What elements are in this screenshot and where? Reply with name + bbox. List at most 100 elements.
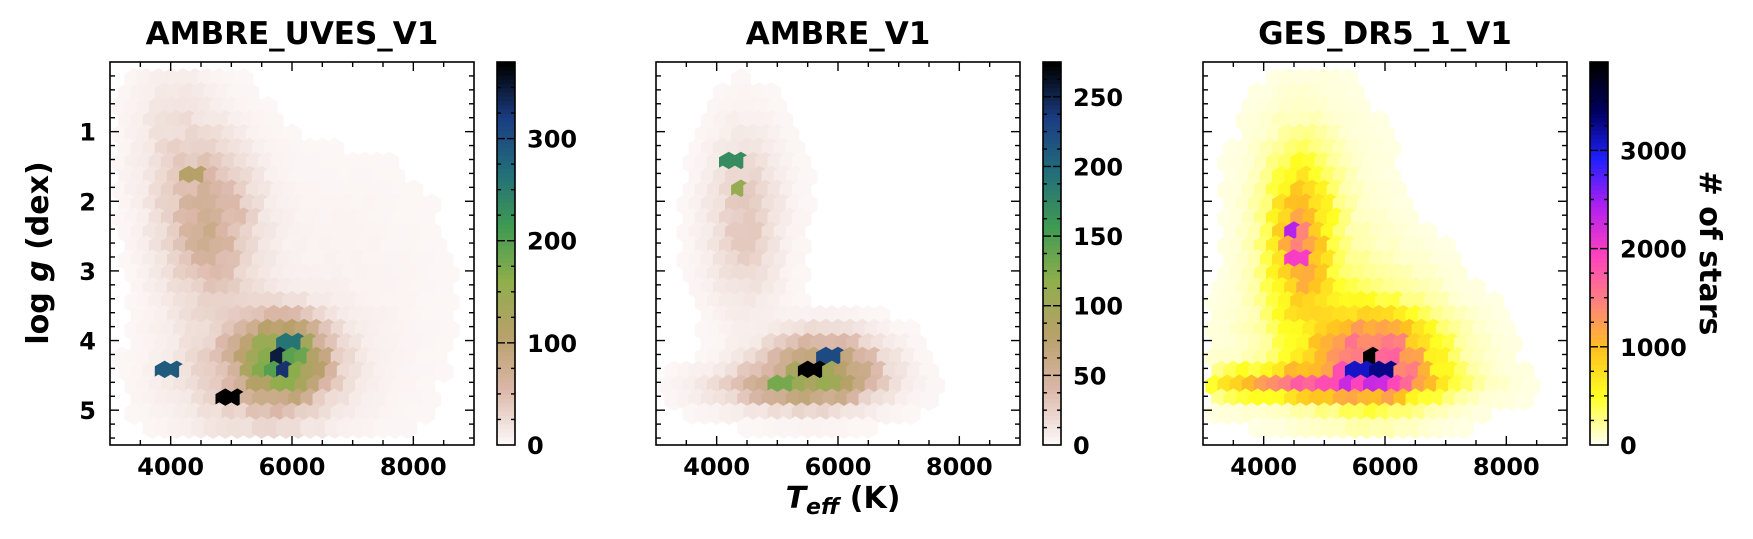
x-tick-label: 4000 bbox=[137, 453, 204, 481]
colorbar-segment bbox=[1043, 125, 1061, 131]
colorbar-segment bbox=[1590, 253, 1608, 259]
x-axis: 4000 6000 8000 bbox=[683, 62, 993, 481]
colorbar-segment bbox=[1043, 117, 1061, 123]
colorbar-tick-label: 0 bbox=[1620, 432, 1637, 460]
colorbar-segment bbox=[1590, 74, 1608, 80]
colorbar-segment bbox=[1590, 240, 1608, 246]
colorbar-segment bbox=[497, 436, 515, 442]
colorbar-segment bbox=[1043, 423, 1061, 429]
colorbar-segment bbox=[497, 155, 515, 161]
colorbar-segment bbox=[1043, 227, 1061, 233]
colorbar-tick-label: 0 bbox=[527, 432, 544, 460]
panel-ambre-v1: AMBRE_V1 4000 6000 8000 0 50 100 150 200 250 bbox=[655, 16, 1123, 481]
colorbar-segment bbox=[1043, 79, 1061, 84]
colorbar-segment bbox=[1043, 236, 1061, 242]
colorbar-segment bbox=[497, 185, 515, 191]
colorbar-segment bbox=[497, 287, 515, 293]
colorbar-segment bbox=[497, 147, 515, 152]
colorbar-segment bbox=[497, 223, 515, 229]
colorbar-segment bbox=[1043, 291, 1061, 297]
colorbar-segment bbox=[1043, 389, 1061, 395]
colorbar-segment bbox=[1043, 104, 1061, 110]
x-tick-label: 8000 bbox=[926, 453, 993, 481]
colorbar-segment bbox=[497, 304, 515, 310]
colorbar-segment bbox=[1590, 227, 1608, 233]
colorbar-segment bbox=[497, 253, 515, 259]
colorbar-segment bbox=[497, 164, 515, 169]
colorbar-segment bbox=[497, 104, 515, 110]
colorbar-segment bbox=[1590, 147, 1608, 152]
colorbar-segment bbox=[497, 79, 515, 84]
colorbar-segment bbox=[1590, 236, 1608, 242]
hexbin-cell bbox=[433, 360, 454, 384]
colorbar-segment bbox=[497, 91, 515, 97]
colorbar-segment bbox=[1590, 317, 1608, 323]
colorbar-segment bbox=[1590, 300, 1608, 306]
colorbar-segment bbox=[497, 96, 515, 101]
colorbar-segment bbox=[1590, 96, 1608, 101]
colorbar-segment bbox=[1043, 419, 1061, 425]
colorbar-segment bbox=[497, 347, 515, 352]
colorbar-segment bbox=[1043, 283, 1061, 289]
colorbar-segment bbox=[1590, 313, 1608, 318]
colorbar-segment bbox=[1043, 219, 1061, 225]
colorbar-segment bbox=[1590, 304, 1608, 310]
y-axis-label: log g (dex) bbox=[21, 161, 56, 344]
colorbar-segment bbox=[1590, 376, 1608, 382]
hexbin-cell bbox=[1514, 388, 1535, 411]
panel-ges-dr5-1-v1: GES_DR5_1_V1 4000 6000 8000 0 1000 2000 3000 bbox=[1202, 16, 1687, 481]
colorbar-segment bbox=[1043, 62, 1061, 67]
colorbar-segment bbox=[497, 364, 515, 369]
colorbar-segment bbox=[1043, 300, 1061, 306]
colorbar-segment bbox=[1590, 83, 1608, 89]
colorbar-segment bbox=[1043, 66, 1061, 72]
colorbar-segment bbox=[1043, 151, 1061, 157]
colorbar-segment bbox=[1043, 393, 1061, 399]
colorbar-tick-label: 300 bbox=[527, 126, 577, 154]
hexbin-cell bbox=[919, 388, 939, 411]
colorbar-segment bbox=[1590, 334, 1608, 340]
colorbar-segment bbox=[1590, 381, 1608, 387]
colorbar-segment bbox=[497, 334, 515, 340]
x-tick-label: 6000 bbox=[805, 453, 872, 481]
y-tick-label: 4 bbox=[79, 328, 96, 356]
colorbar-segment bbox=[1043, 172, 1061, 178]
colorbar-segment bbox=[1590, 440, 1608, 446]
colorbar-segment bbox=[1043, 440, 1061, 446]
colorbar-segment bbox=[1043, 215, 1061, 221]
colorbar-segment bbox=[1043, 176, 1061, 182]
colorbar-segment bbox=[1590, 406, 1608, 412]
colorbar-segment bbox=[1590, 398, 1608, 404]
colorbar-tick-label: 50 bbox=[1073, 362, 1106, 390]
colorbar-segment bbox=[1043, 296, 1061, 301]
colorbar-segment bbox=[1043, 87, 1061, 93]
colorbar-segment bbox=[1043, 279, 1061, 284]
colorbar-segment bbox=[1043, 313, 1061, 318]
colorbar-segment bbox=[1043, 70, 1061, 76]
colorbar: 0 100 200 300 bbox=[496, 61, 577, 460]
colorbar-segment bbox=[497, 151, 515, 157]
colorbar-segment bbox=[497, 62, 515, 67]
colorbar-segment bbox=[1590, 202, 1608, 208]
colorbar-segment bbox=[1590, 172, 1608, 178]
colorbar-segment bbox=[1590, 355, 1608, 361]
colorbar-label: # of stars bbox=[1692, 171, 1727, 336]
colorbar-segment bbox=[1590, 266, 1608, 272]
hexbin-layer bbox=[658, 68, 945, 439]
colorbar-segment bbox=[1043, 372, 1061, 378]
y-axis bbox=[656, 75, 1020, 439]
colorbar-segment bbox=[497, 176, 515, 182]
colorbar-segment bbox=[1590, 155, 1608, 161]
colorbar-segment bbox=[497, 66, 515, 72]
colorbar-segment bbox=[1590, 342, 1608, 348]
colorbar-segment bbox=[497, 381, 515, 387]
colorbar-segment bbox=[497, 393, 515, 399]
colorbar-segment bbox=[1043, 304, 1061, 310]
x-axis: 4000 6000 8000 bbox=[1230, 62, 1540, 481]
colorbar-segment bbox=[1043, 274, 1061, 280]
colorbar-segment bbox=[1590, 108, 1608, 114]
x-tick-label: 8000 bbox=[1473, 453, 1540, 481]
colorbar-segment bbox=[1043, 189, 1061, 195]
colorbar-segment bbox=[1043, 359, 1061, 365]
x-tick-label: 4000 bbox=[683, 453, 750, 481]
